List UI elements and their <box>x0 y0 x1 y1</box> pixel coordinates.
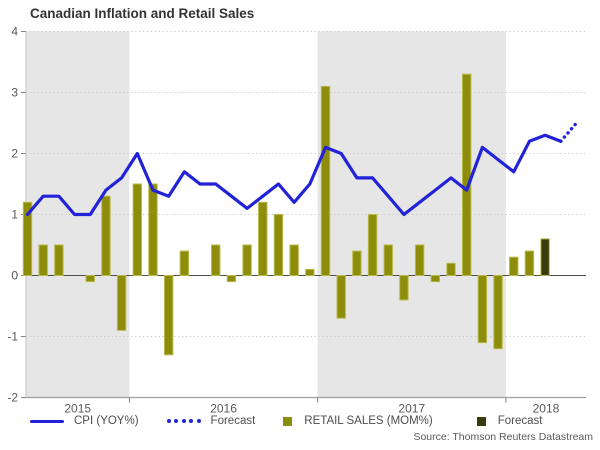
chart-title: Canadian Inflation and Retail Sales <box>30 6 255 21</box>
retail-sales-bar <box>116 275 127 331</box>
source-attribution: Source: Thomson Reuters Datastream <box>413 431 593 443</box>
retail-sales-bar <box>226 275 237 283</box>
retail-sales-bar <box>414 244 425 276</box>
x-year-label: 2016 <box>210 402 237 416</box>
retail-sales-bar <box>336 275 346 319</box>
legend-label-cpi: CPI (YOY%) <box>74 415 139 427</box>
retail-sales-bar <box>430 275 441 283</box>
retail-sales-bar <box>101 195 111 276</box>
x-year-label: 2018 <box>533 402 560 416</box>
retail-sales-bar <box>461 73 472 276</box>
cpi-forecast-line <box>559 121 579 144</box>
retail-sales-bar <box>211 244 221 276</box>
retail-sales-bar <box>54 244 64 276</box>
legend-item-cpi-forecast: Forecast <box>166 415 256 427</box>
retail-sales-bar <box>446 262 456 276</box>
retail-sales-bar <box>22 201 33 276</box>
legend-label-cpi-forecast: Forecast <box>210 415 256 427</box>
y-tick-label: 1 <box>11 208 18 222</box>
retail-forecast-bar <box>540 238 550 276</box>
retail-sales-bar <box>273 214 284 276</box>
retail-sales-bar <box>179 250 190 277</box>
x-year-label: 2017 <box>398 402 425 416</box>
legend-item-cpi: CPI (YOY%) <box>30 415 139 427</box>
retail-sales-bar <box>132 183 142 276</box>
x-year-label: 2015 <box>64 402 91 416</box>
cpi-line <box>25 133 563 217</box>
retail-sales-bar <box>148 183 158 276</box>
legend-label-retail-forecast: Forecast <box>497 415 543 427</box>
legend: CPI (YOY%) Forecast RETAIL SALES (MOM%) … <box>30 415 590 427</box>
retail-forecast-swatch-icon <box>476 416 486 426</box>
retail-sales-bar <box>320 85 331 277</box>
y-tick-label: 0 <box>11 269 18 283</box>
retail-sales-bar <box>242 244 252 276</box>
retail-sales-bar <box>258 201 268 276</box>
legend-item-retail-forecast: Forecast <box>476 415 543 427</box>
retail-sales-bar <box>477 275 488 344</box>
cpi-line-swatch-icon <box>30 419 64 423</box>
retail-sales-bar <box>493 275 503 350</box>
retail-sales-bar <box>367 214 378 276</box>
retail-sales-bar <box>305 268 315 276</box>
forecast-dots-swatch-icon <box>166 419 201 423</box>
y-tick-label: 3 <box>11 86 18 100</box>
retail-sales-bar <box>85 275 95 283</box>
retail-sales-bar <box>163 275 174 356</box>
retail-bar-swatch-icon <box>283 416 293 426</box>
y-tick-label: -2 <box>7 391 18 405</box>
retail-sales-bar <box>38 244 48 276</box>
y-tick-label: 4 <box>11 25 18 39</box>
retail-sales-bar <box>509 256 519 277</box>
retail-sales-bar <box>399 275 409 301</box>
y-tick-label: 2 <box>11 147 18 161</box>
retail-sales-bar <box>383 244 393 276</box>
legend-item-retail: RETAIL SALES (MOM%) <box>283 415 433 427</box>
retail-sales-bar <box>352 250 362 277</box>
y-tick-label: -1 <box>7 330 18 344</box>
retail-sales-bar <box>289 244 299 276</box>
retail-sales-bar <box>524 250 535 277</box>
legend-label-retail: RETAIL SALES (MOM%) <box>304 415 433 427</box>
